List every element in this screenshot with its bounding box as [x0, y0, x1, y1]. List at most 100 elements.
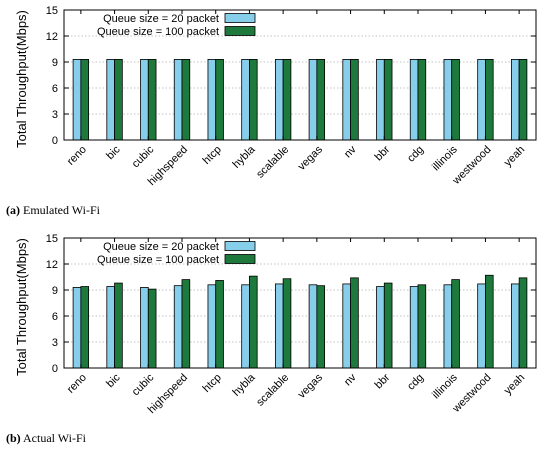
bar-queue-20: [72, 287, 82, 369]
legend-label: Queue size = 20 packet: [103, 13, 219, 25]
bar-queue-20: [241, 284, 250, 369]
y-tick-label: 3: [52, 337, 58, 349]
x-tick-label: nv: [342, 371, 359, 388]
x-tick-label: illinois: [430, 143, 460, 173]
caption-b-text: Actual Wi-Fi: [23, 431, 86, 445]
x-tick-label: hybla: [230, 371, 258, 399]
bar-queue-100: [80, 286, 90, 369]
bar-queue-20: [207, 284, 217, 369]
caption-a: (a) Emulated Wi-Fi: [6, 203, 100, 218]
y-tick-label: 15: [46, 5, 58, 17]
bar-queue-100: [485, 59, 494, 141]
y-tick-label: 0: [52, 363, 58, 375]
legend-swatch: [224, 254, 256, 264]
x-tick-label: vegas: [296, 143, 326, 173]
bar-queue-20: [173, 59, 183, 141]
bar-queue-100: [249, 59, 258, 141]
caption-b: (b) Actual Wi-Fi: [6, 431, 86, 446]
plot-frame: [63, 9, 537, 141]
bar-queue-100: [316, 59, 326, 141]
bar-queue-100: [114, 282, 123, 369]
caption-a-text: Emulated Wi-Fi: [23, 203, 100, 217]
bar-queue-100: [215, 59, 224, 141]
bar-queue-20: [510, 59, 520, 141]
bar-queue-20: [241, 59, 250, 141]
x-tick-label: cdg: [405, 372, 426, 393]
y-axis-label: Total Throughput(Mbps): [14, 238, 29, 376]
legend-swatch: [224, 26, 256, 36]
x-tick-label: bbr: [373, 143, 393, 163]
bar-queue-20: [510, 283, 520, 369]
bar-queue-20: [409, 286, 419, 369]
y-tick-label: 9: [52, 285, 58, 297]
bar-queue-20: [207, 59, 217, 141]
bar-queue-20: [342, 59, 351, 141]
bar-queue-100: [350, 59, 359, 141]
x-tick-label: bbr: [373, 371, 393, 391]
bar-queue-100: [383, 59, 393, 141]
bar-queue-100: [114, 59, 123, 141]
legend-swatch: [224, 241, 256, 251]
bar-queue-20: [274, 59, 284, 141]
bar-queue-20: [376, 59, 385, 141]
legend-label: Queue size = 100 packet: [97, 26, 219, 38]
bar-queue-20: [173, 285, 183, 369]
chart-panel-b: 0 3 6 9 12 15 reno bic cubic highspeed htcp hybla sc…: [0, 228, 550, 451]
bar-queue-20: [274, 283, 284, 369]
x-tick-label: cubic: [130, 143, 157, 170]
legend-label: Queue size = 20 packet: [103, 241, 219, 253]
bar-queue-20: [72, 59, 82, 141]
x-tick-label: cdg: [405, 144, 426, 165]
bar-queue-20: [106, 286, 115, 369]
y-tick-label: 3: [52, 109, 58, 121]
bar-queue-100: [282, 278, 292, 369]
bar-queue-20: [140, 59, 149, 141]
bar-queue-100: [350, 277, 359, 369]
chart-panel-a: 0 3 6 9 12 15 reno bic cubic highspeed htcp hybla sc…: [6, 5, 537, 218]
bar-queue-100: [181, 279, 191, 369]
x-tick-label: bic: [104, 143, 123, 162]
x-tick-label: cubic: [130, 371, 157, 398]
bar-queue-100: [215, 280, 224, 369]
bar-queue-100: [518, 277, 528, 369]
y-tick-label: 12: [46, 259, 58, 271]
bar-queue-100: [451, 279, 460, 369]
bar-queue-20: [342, 283, 351, 369]
bar-queue-100: [282, 59, 292, 141]
bar-queue-100: [249, 275, 258, 369]
bar-queue-20: [140, 287, 149, 369]
bar-queue-100: [518, 59, 528, 141]
bar-queue-20: [308, 284, 318, 369]
bar-queue-100: [417, 284, 427, 369]
x-tick-label: hybla: [230, 143, 258, 171]
x-tick-label: bic: [104, 371, 123, 390]
bar-queue-20: [409, 59, 419, 141]
x-tick-label: illinois: [430, 371, 460, 401]
caption-a-label: (a): [6, 203, 20, 217]
bar-queue-20: [308, 59, 318, 141]
bar-queue-100: [147, 288, 157, 369]
bar-queue-20: [477, 59, 486, 141]
x-tick-label: htcp: [201, 372, 224, 395]
legend-label: Queue size = 100 packet: [97, 254, 219, 266]
y-tick-label: 12: [46, 31, 58, 43]
bar-queue-20: [477, 283, 486, 369]
bar-queue-100: [181, 59, 191, 141]
x-tick-label: reno: [65, 372, 89, 396]
bar-queue-100: [383, 282, 393, 369]
bar-queue-100: [417, 59, 427, 141]
y-axis-label: Total Throughput(Mbps): [14, 10, 29, 148]
bar-queue-100: [485, 274, 494, 369]
y-tick-label: 9: [52, 57, 58, 69]
legend-swatch: [224, 13, 256, 23]
x-tick-label: yeah: [502, 144, 527, 169]
bar-queue-100: [80, 59, 90, 141]
y-tick-label: 15: [46, 233, 58, 245]
x-tick-label: vegas: [296, 371, 326, 401]
bar-queue-100: [451, 59, 460, 141]
bar-queue-20: [443, 59, 453, 141]
plot-frame: [63, 237, 537, 369]
bar-queue-20: [443, 284, 453, 369]
